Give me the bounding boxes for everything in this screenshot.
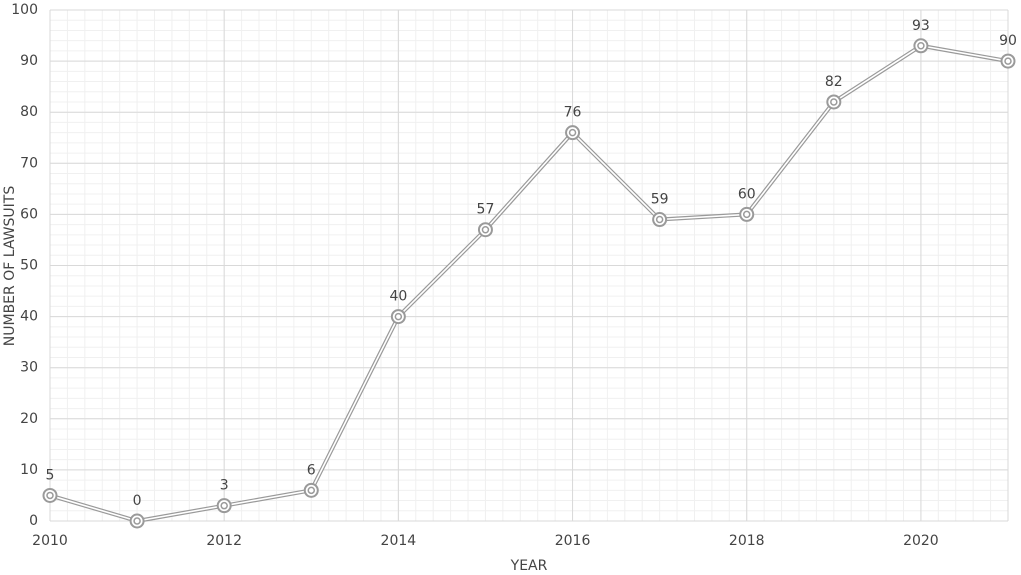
marker-inner — [46, 491, 54, 500]
data-label: 3 — [220, 478, 229, 494]
data-label: 0 — [133, 493, 142, 509]
marker-inner — [1004, 57, 1012, 65]
y-tick-label: 0 — [29, 513, 38, 529]
series-line-highlight — [49, 44, 1009, 522]
y-tick-label: 60 — [20, 206, 38, 222]
y-tick-label: 20 — [20, 411, 38, 427]
x-tick-label: 2014 — [381, 533, 417, 549]
data-label: 93 — [912, 18, 930, 34]
data-label: 82 — [825, 74, 843, 90]
marker-inner — [917, 42, 925, 50]
data-label: 90 — [999, 33, 1017, 49]
y-tick-label: 40 — [20, 309, 38, 325]
x-tick-label: 2018 — [729, 533, 765, 549]
data-label: 6 — [307, 462, 316, 478]
marker-inner — [568, 128, 577, 137]
data-label: 60 — [738, 186, 756, 202]
data-label: 76 — [564, 105, 582, 121]
y-tick-label: 50 — [20, 258, 38, 274]
y-tick-label: 90 — [20, 53, 38, 69]
x-tick-label: 2020 — [903, 533, 939, 549]
marker-inner — [133, 517, 141, 525]
marker-inner — [220, 501, 228, 510]
data-label: 5 — [46, 467, 55, 483]
x-axis-label: YEAR — [510, 558, 548, 574]
y-tick-label: 10 — [20, 462, 38, 478]
marker-inner — [481, 225, 490, 234]
x-tick-label: 2010 — [32, 533, 68, 549]
y-tick-label: 70 — [20, 155, 38, 171]
marker-inner — [655, 215, 664, 224]
marker-inner — [742, 210, 751, 219]
x-tick-label: 2012 — [206, 533, 242, 549]
y-tick-label: 100 — [11, 2, 38, 18]
data-label: 59 — [651, 192, 669, 208]
marker-inner — [830, 98, 838, 106]
y-tick-label: 30 — [20, 360, 38, 376]
data-label: 57 — [477, 202, 495, 218]
y-tick-label: 80 — [20, 104, 38, 120]
y-axis-label: NUMBER OF LAWSUITS — [2, 186, 18, 347]
marker-inner — [394, 312, 403, 321]
marker-inner — [307, 486, 316, 495]
x-tick-label: 2016 — [555, 533, 591, 549]
data-label: 40 — [389, 289, 407, 305]
